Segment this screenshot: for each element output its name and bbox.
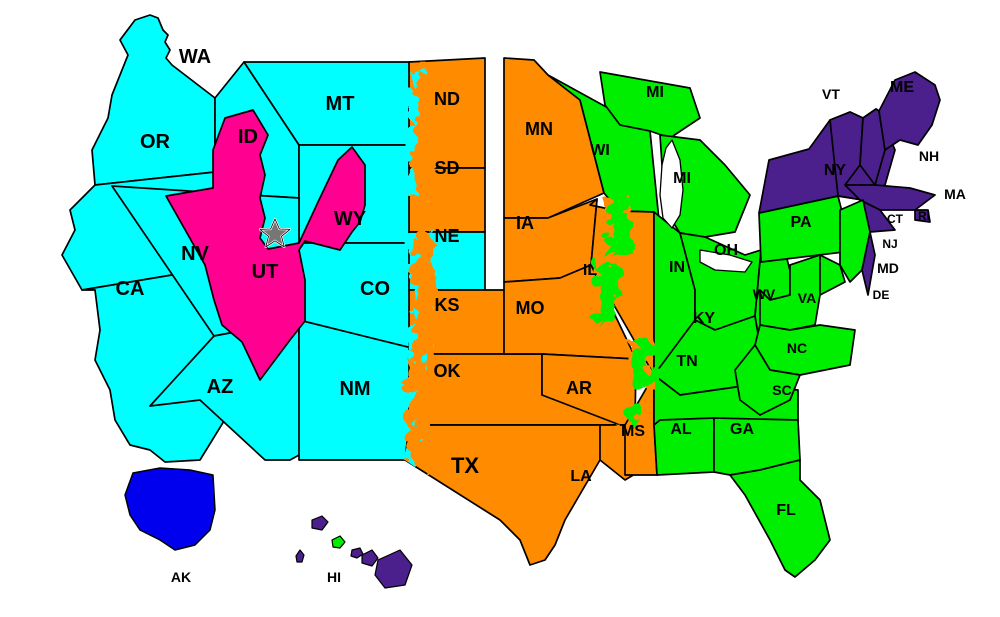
svg-text:IN: IN xyxy=(669,259,685,276)
svg-text:NH: NH xyxy=(919,148,939,164)
svg-text:CT: CT xyxy=(887,212,904,226)
svg-text:HI: HI xyxy=(327,569,341,585)
svg-text:OR: OR xyxy=(140,131,171,153)
svg-text:NJ: NJ xyxy=(882,237,897,251)
svg-text:AR: AR xyxy=(566,378,592,398)
svg-text:WY: WY xyxy=(334,208,367,230)
svg-text:IA: IA xyxy=(516,213,534,233)
svg-text:SD: SD xyxy=(434,158,459,178)
svg-text:MO: MO xyxy=(516,298,545,318)
svg-text:SC: SC xyxy=(772,382,791,398)
svg-text:WV: WV xyxy=(753,286,776,302)
svg-text:OK: OK xyxy=(434,361,461,381)
svg-text:VT: VT xyxy=(822,86,840,102)
svg-text:TX: TX xyxy=(451,453,479,478)
svg-text:MA: MA xyxy=(944,186,966,202)
svg-text:CO: CO xyxy=(360,278,390,300)
svg-text:GA: GA xyxy=(730,421,754,438)
svg-text:NY: NY xyxy=(824,162,847,179)
svg-text:RI: RI xyxy=(918,209,930,223)
svg-text:NV: NV xyxy=(181,243,209,265)
svg-text:WA: WA xyxy=(179,46,211,68)
svg-text:WI: WI xyxy=(590,142,610,159)
svg-text:NM: NM xyxy=(339,378,370,400)
svg-text:IL: IL xyxy=(583,262,597,279)
svg-text:MT: MT xyxy=(326,93,355,115)
svg-text:FL: FL xyxy=(776,502,796,519)
svg-text:MD: MD xyxy=(877,260,899,276)
svg-text:ME: ME xyxy=(890,79,914,96)
svg-text:KS: KS xyxy=(434,295,459,315)
svg-text:MN: MN xyxy=(525,119,553,139)
svg-text:CA: CA xyxy=(116,278,145,300)
svg-text:MI: MI xyxy=(673,170,691,187)
svg-text:VA: VA xyxy=(798,290,816,306)
svg-text:OH: OH xyxy=(714,242,738,259)
svg-text:ID: ID xyxy=(238,126,258,148)
svg-text:MS: MS xyxy=(621,423,645,440)
svg-text:KY: KY xyxy=(693,310,716,327)
svg-text:NE: NE xyxy=(434,226,459,246)
svg-text:UT: UT xyxy=(252,261,279,283)
svg-text:AK: AK xyxy=(171,569,191,585)
svg-text:DE: DE xyxy=(873,288,890,302)
svg-text:NC: NC xyxy=(787,340,807,356)
svg-text:MI: MI xyxy=(646,84,664,101)
svg-text:LA: LA xyxy=(570,468,592,485)
svg-text:ND: ND xyxy=(434,89,460,109)
svg-text:AZ: AZ xyxy=(207,376,234,398)
svg-text:AL: AL xyxy=(670,421,692,438)
svg-text:PA: PA xyxy=(790,214,811,231)
svg-text:TN: TN xyxy=(676,353,697,370)
